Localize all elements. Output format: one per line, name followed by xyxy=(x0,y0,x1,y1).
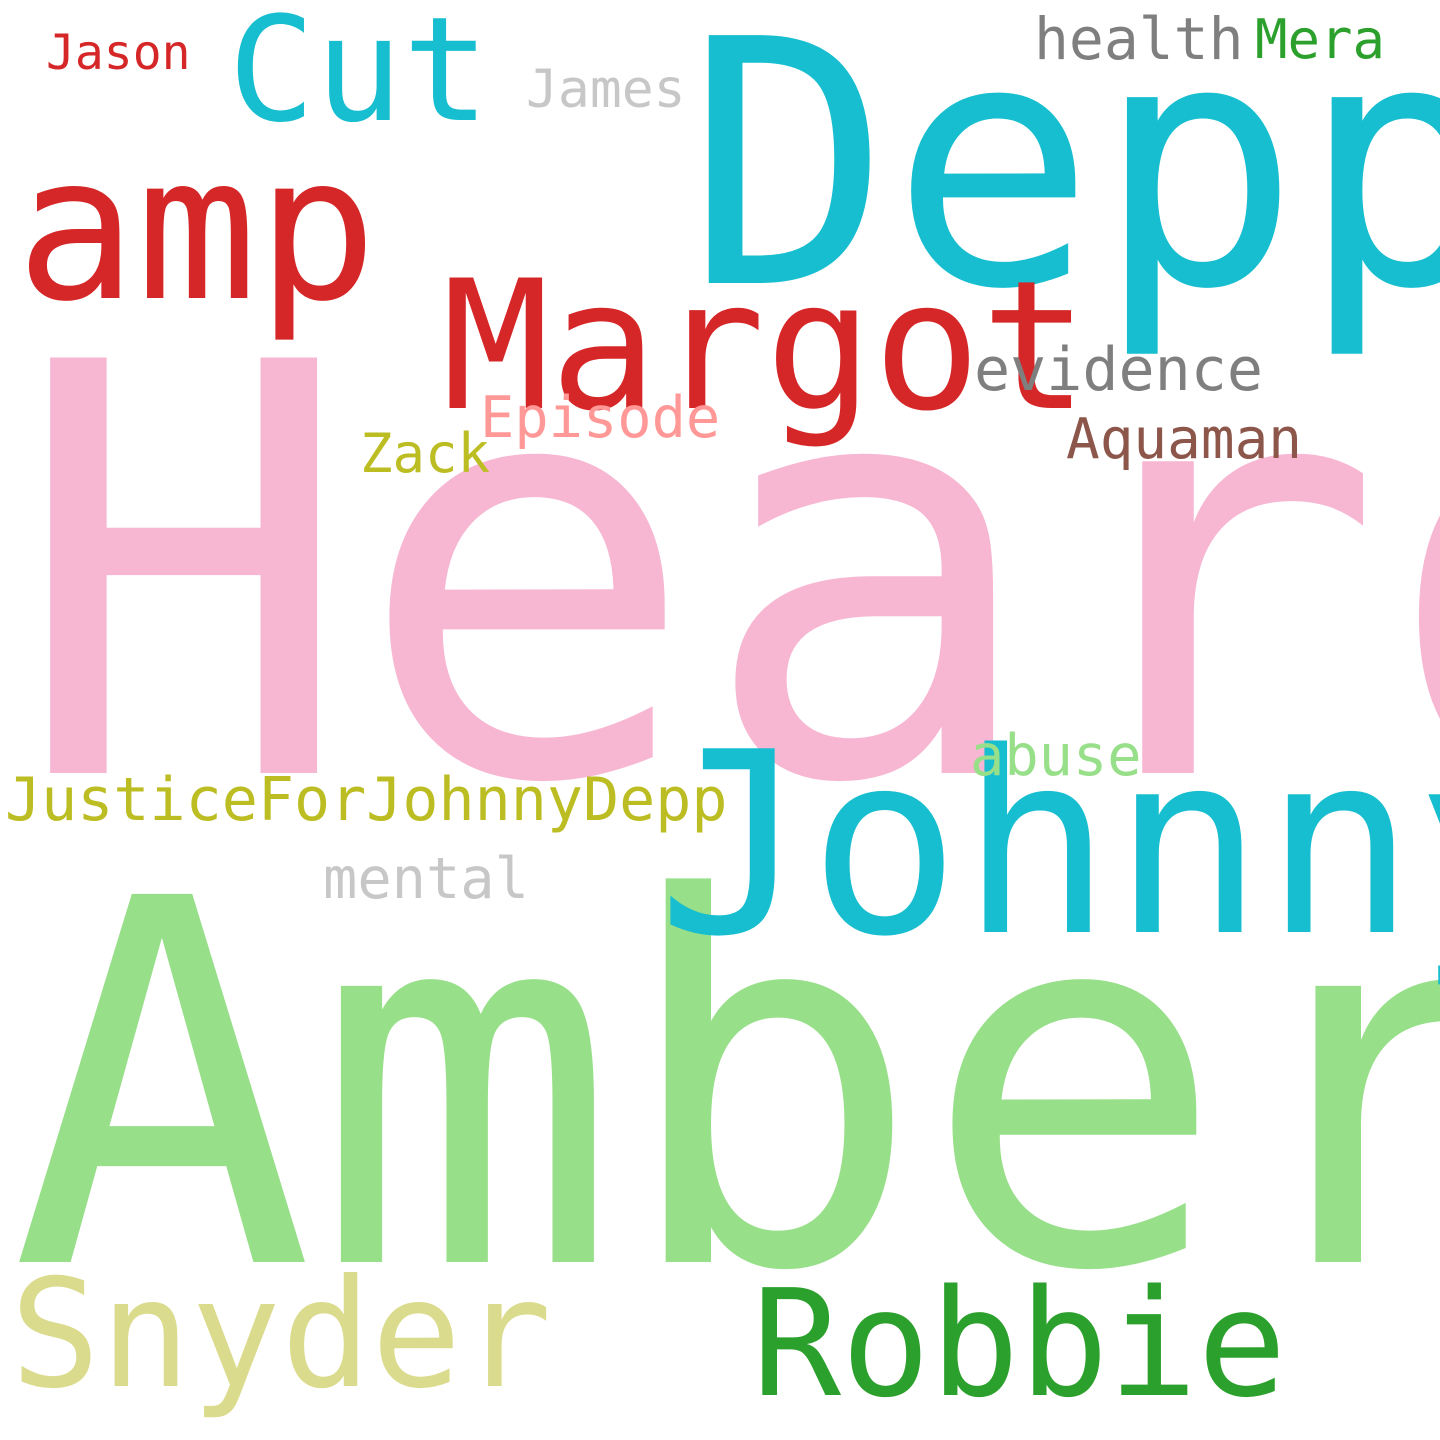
word-mera: Mera xyxy=(1255,8,1386,71)
word-abuse: abuse xyxy=(970,723,1142,789)
word-heard: Heard xyxy=(12,245,1440,908)
word-justicefor-johnny-depp: JusticeForJohnnyDepp xyxy=(5,765,728,835)
word-zack: Zack xyxy=(360,422,491,485)
word-health: health xyxy=(1034,5,1244,73)
word-snyder: Snyder xyxy=(10,1248,552,1422)
word-james: James xyxy=(526,59,686,120)
word-episode: Episode xyxy=(480,385,721,451)
word-johnny: Johnny xyxy=(657,699,1440,992)
word-margot: Margot xyxy=(442,243,1089,451)
word-aquaman: Aquaman xyxy=(1066,407,1303,472)
word-depp: Depp xyxy=(686,0,1440,364)
word-amp: amp xyxy=(16,113,378,346)
word-robbie: Robbie xyxy=(752,1258,1287,1430)
word-mental: mental xyxy=(323,846,529,912)
word-cut: Cut xyxy=(228,0,490,155)
word-amber: Amber xyxy=(10,794,1440,1382)
word-jason: Jason xyxy=(46,25,191,81)
word-evidence: evidence xyxy=(974,335,1263,405)
